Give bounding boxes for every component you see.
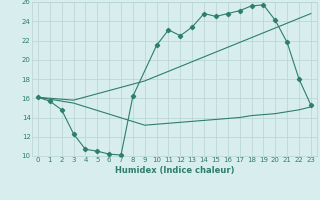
X-axis label: Humidex (Indice chaleur): Humidex (Indice chaleur) (115, 166, 234, 175)
